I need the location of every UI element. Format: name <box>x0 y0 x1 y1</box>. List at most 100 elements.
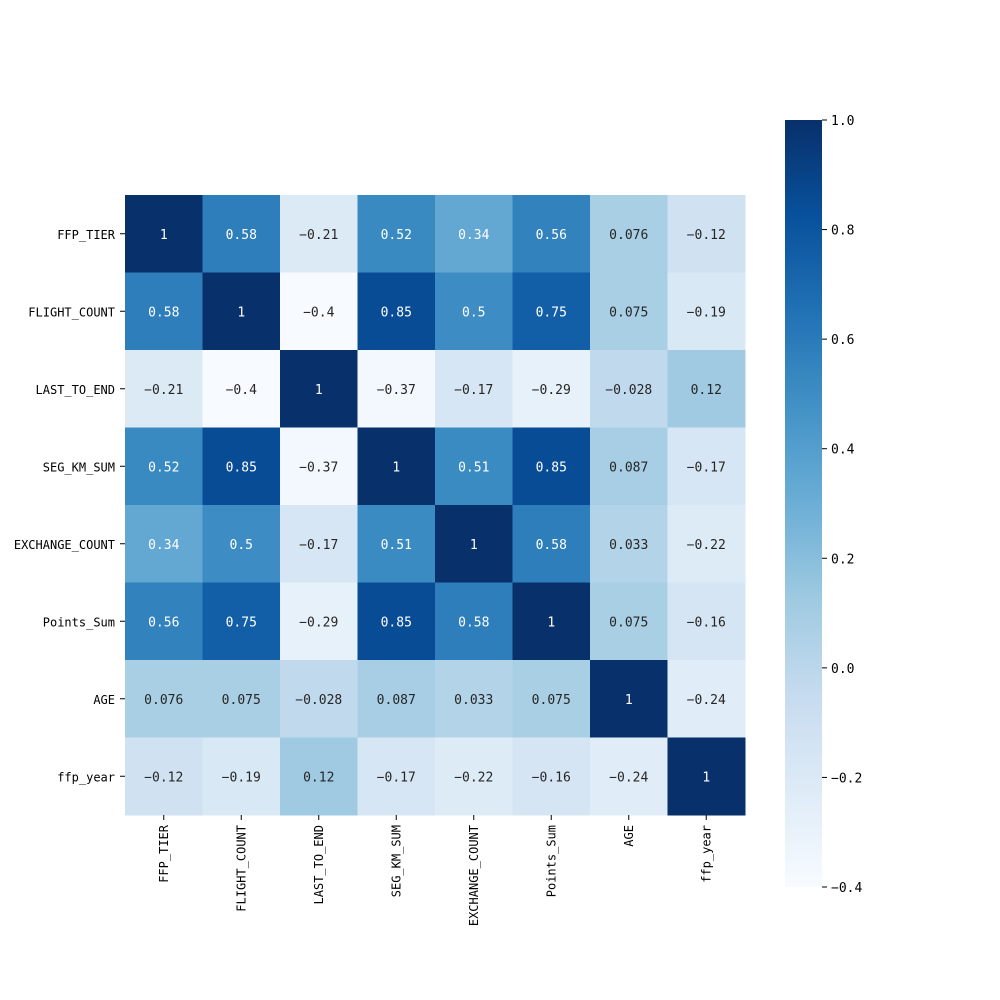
heatmap-cell-last-to-end-ffp-year <box>667 350 746 428</box>
heatmap-cell-points-sum-last-to-end <box>280 582 358 661</box>
cell-value-label: −0.21 <box>299 228 338 243</box>
heatmap-cell-flight-count-last-to-end <box>280 272 358 351</box>
cell-value-label: 1 <box>392 460 400 475</box>
heatmap-cell-seg-km-sum-seg-km-sum <box>357 427 436 506</box>
cell-value-label: −0.16 <box>687 615 726 630</box>
cell-value-label: 0.075 <box>609 615 648 630</box>
cell-value-label: −0.24 <box>687 693 726 708</box>
cell-value-label: 0.58 <box>458 615 489 630</box>
cell-value-label: 0.075 <box>609 305 648 320</box>
y-tick-label-seg-km-sum: SEG_KM_SUM <box>43 460 115 474</box>
cell-value-label: 0.087 <box>377 693 416 708</box>
cell-value-label: 0.34 <box>148 538 179 553</box>
x-tick-label-last-to-end: LAST_TO_END <box>312 825 326 904</box>
y-tick-label-flight-count: FLIGHT_COUNT <box>28 305 115 319</box>
cell-value-label: −0.22 <box>454 770 493 785</box>
cell-value-label: −0.028 <box>295 693 342 708</box>
x-tick-label-ffp-tier: FFP_TIER <box>157 824 171 883</box>
cell-value-label: −0.21 <box>144 383 183 398</box>
cell-value-label: 1 <box>160 228 168 243</box>
heatmap-cell-ffp-tier-points-sum <box>512 195 591 273</box>
cell-value-label: 0.56 <box>148 615 179 630</box>
heatmap-cell-seg-km-sum-points-sum <box>512 427 591 506</box>
heatmap-cell-seg-km-sum-age <box>590 427 668 506</box>
heatmap-cell-points-sum-ffp-year <box>667 582 746 661</box>
heatmap-cell-ffp-year-ffp-tier <box>125 737 203 816</box>
heatmap-cell-ffp-tier-seg-km-sum <box>357 195 436 273</box>
cell-value-label: 0.75 <box>536 305 567 320</box>
cell-value-label: 0.58 <box>536 538 567 553</box>
cell-value-label: 1 <box>702 770 710 785</box>
colorbar-tick-label: −0.2 <box>831 771 862 786</box>
cell-value-label: 0.087 <box>609 460 648 475</box>
y-tick-label-points-sum: Points_Sum <box>43 615 115 629</box>
heatmap-cell-points-sum-exchange-count <box>435 582 513 661</box>
heatmap-cell-seg-km-sum-ffp-tier <box>125 427 203 506</box>
colorbar-gradient <box>785 120 822 887</box>
colorbar-tick-label: 0.6 <box>831 333 854 348</box>
heatmap-cell-flight-count-age <box>590 272 668 351</box>
x-tick-label-seg-km-sum: SEG_KM_SUM <box>389 825 403 897</box>
heatmap-cell-age-ffp-year <box>667 660 746 738</box>
cell-value-label: 0.56 <box>536 228 567 243</box>
heatmap-cell-exchange-count-ffp-year <box>667 505 746 583</box>
cell-value-label: 0.52 <box>148 460 179 475</box>
heatmap-cell-ffp-tier-age <box>590 195 668 273</box>
cell-value-label: 0.5 <box>230 538 253 553</box>
heatmap-cell-ffp-tier-last-to-end <box>280 195 358 273</box>
heatmap-cell-age-age <box>590 660 668 738</box>
heatmap-cell-seg-km-sum-ffp-year <box>667 427 746 506</box>
y-axis: FFP_TIER FLIGHT_COUNT LAST_TO_END SEG_KM_SU… <box>14 228 125 784</box>
heatmap-cell-seg-km-sum-exchange-count <box>435 427 513 506</box>
cell-value-label: 1 <box>625 693 633 708</box>
cell-value-label: 0.076 <box>144 693 183 708</box>
x-tick-label-ffp-year: ffp_year <box>699 825 713 883</box>
heatmap-cell-flight-count-ffp-tier <box>125 272 203 351</box>
heatmap-cell-ffp-year-last-to-end <box>280 737 358 816</box>
cell-value-label: −0.19 <box>222 770 261 785</box>
heatmap-cell-last-to-end-exchange-count <box>435 350 513 428</box>
heatmap-cell-points-sum-seg-km-sum <box>357 582 436 661</box>
heatmap-cell-points-sum-age <box>590 582 668 661</box>
heatmap-cell-exchange-count-seg-km-sum <box>357 505 436 583</box>
heatmap-cell-last-to-end-age <box>590 350 668 428</box>
heatmap-cell-flight-count-seg-km-sum <box>357 272 436 351</box>
cell-value-label: 0.85 <box>536 460 567 475</box>
heatmap-cell-exchange-count-exchange-count <box>435 505 513 583</box>
heatmap-annotations: 1 0.58 −0.21 0.52 0.34 0.56 0.076 −0.12 0.58 1 −0.… <box>144 228 726 786</box>
cell-value-label: 0.5 <box>462 305 485 320</box>
heatmap-cell-ffp-year-seg-km-sum <box>357 737 436 816</box>
cell-value-label: −0.4 <box>303 305 334 320</box>
heatmap-cell-ffp-tier-flight-count <box>202 195 281 273</box>
cell-value-label: 0.52 <box>381 228 412 243</box>
heatmap-cell-exchange-count-ffp-tier <box>125 505 203 583</box>
heatmap-cell-exchange-count-points-sum <box>512 505 591 583</box>
cell-value-label: 1 <box>470 538 478 553</box>
x-tick-label-points-sum: Points_Sum <box>544 825 558 897</box>
heatmap-cell-points-sum-ffp-tier <box>125 582 203 661</box>
heatmap-cell-ffp-tier-ffp-year <box>667 195 746 273</box>
heatmap-cell-points-sum-flight-count <box>202 582 281 661</box>
y-tick-label-ffp-tier: FFP_TIER <box>57 228 116 242</box>
cell-value-label: 0.075 <box>532 693 571 708</box>
cell-value-label: −0.24 <box>609 770 648 785</box>
cell-value-label: 0.033 <box>609 538 648 553</box>
cell-value-label: −0.29 <box>532 383 571 398</box>
cell-value-label: −0.37 <box>377 383 416 398</box>
cell-value-label: 0.076 <box>609 228 648 243</box>
y-tick-label-ffp-year: ffp_year <box>57 770 115 784</box>
heatmap-cell-exchange-count-age <box>590 505 668 583</box>
heatmap-cell-ffp-year-flight-count <box>202 737 281 816</box>
heatmap-cell-exchange-count-flight-count <box>202 505 281 583</box>
cell-value-label: 0.34 <box>458 228 489 243</box>
heatmap-cell-ffp-year-age <box>590 737 668 816</box>
heatmap-cell-ffp-year-ffp-year <box>667 737 746 816</box>
x-tick-label-exchange-count: EXCHANGE_COUNT <box>467 825 481 926</box>
cell-value-label: −0.12 <box>144 770 183 785</box>
heatmap-cell-flight-count-points-sum <box>512 272 591 351</box>
cell-value-label: 0.85 <box>226 460 257 475</box>
y-tick-label-exchange-count: EXCHANGE_COUNT <box>14 538 115 552</box>
heatmap-cell-ffp-year-exchange-count <box>435 737 513 816</box>
x-tick-label-flight-count: FLIGHT_COUNT <box>234 825 248 912</box>
